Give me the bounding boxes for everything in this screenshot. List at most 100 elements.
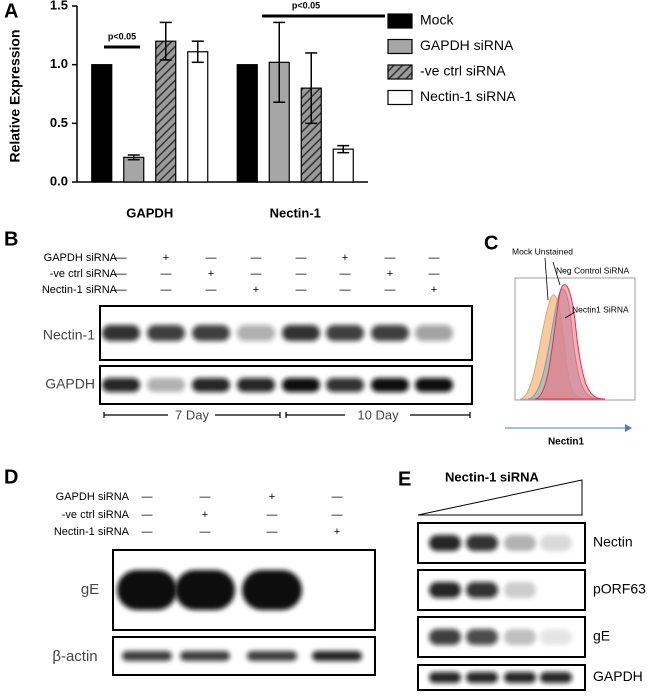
treatment-mark: — (296, 268, 307, 280)
treatment-mark: — (267, 509, 278, 521)
treatment-mark: — (385, 252, 396, 264)
treatment-label: Nectin-1 siRNA (54, 526, 130, 538)
treatment-mark: — (142, 491, 153, 503)
legend-label: GAPDH siRNA (420, 37, 514, 53)
band (371, 325, 409, 341)
treatment-mark: + (334, 526, 340, 538)
band (504, 535, 536, 551)
bar (155, 40, 177, 183)
legend-swatch (387, 38, 413, 55)
treatment-mark: — (296, 284, 307, 296)
treatment-label: -ve ctrl siRNA (62, 509, 130, 521)
panel-label: D (4, 466, 18, 488)
blot-label: pORF63 (593, 581, 646, 597)
blot-label: gE (81, 581, 99, 598)
bar (123, 156, 145, 183)
treatment-label: GAPDH siRNA (44, 252, 118, 264)
treatment-mark: — (161, 268, 172, 280)
x-tick-label: GAPDH (126, 205, 173, 220)
band (192, 378, 230, 392)
blot-label: β-actin (52, 648, 97, 665)
treatment-mark: + (253, 284, 259, 296)
band (466, 672, 498, 683)
band (247, 651, 297, 661)
band (371, 378, 409, 392)
treatment-mark: — (116, 268, 127, 280)
panel-label: A (4, 0, 18, 22)
timepoint-label: 7 Day (175, 407, 209, 422)
bar (91, 64, 113, 183)
bar (332, 148, 354, 183)
treatment-label: -ve ctrl siRNA (50, 268, 118, 280)
treatment-mark: — (206, 252, 217, 264)
treatment-mark: — (251, 252, 262, 264)
legend-label: Mock (420, 12, 454, 28)
band (466, 629, 498, 645)
y-tick-label: 0.0 (50, 173, 68, 188)
treatment-mark: — (142, 526, 153, 538)
error-bar (305, 52, 318, 125)
band (415, 325, 453, 341)
y-tick-label: 1.5 (50, 0, 68, 12)
x-tick-label: Nectin-1 (270, 205, 321, 220)
treatment-mark: + (208, 268, 214, 280)
bar (236, 64, 258, 183)
x-axis-label: Nectin1 (548, 437, 585, 448)
panel-title: Nectin-1 siRNA (445, 469, 540, 484)
blot-label: Nectin-1 (43, 327, 95, 343)
flow-plot (505, 257, 636, 432)
error-bar (159, 21, 172, 61)
band (237, 325, 275, 341)
error-bar (191, 40, 204, 64)
band (429, 582, 461, 598)
band (147, 325, 185, 341)
band (466, 535, 498, 551)
treatment-label: Nectin-1 siRNA (42, 284, 118, 296)
y-tick-label: 0.5 (50, 115, 68, 130)
blot-label: GAPDH (593, 668, 643, 684)
treatment-mark: — (332, 491, 343, 503)
legend-label: Mock Unstained (512, 246, 573, 256)
treatment-mark: + (163, 252, 169, 264)
band (242, 570, 302, 610)
treatment-mark: — (116, 284, 127, 296)
treatment-mark: — (429, 268, 440, 280)
error-bar (337, 144, 350, 154)
treatment-mark: — (200, 526, 211, 538)
gradient-triangle (417, 479, 583, 516)
error-bar (127, 154, 140, 161)
band (175, 570, 235, 610)
band (504, 672, 536, 683)
band (147, 378, 185, 392)
timeline (103, 412, 471, 418)
treatment-mark: — (340, 284, 351, 296)
annotation: p<0.05 (108, 31, 136, 41)
legend-label: Nectin1 SiRNA (572, 304, 629, 314)
band (102, 378, 140, 392)
band (312, 651, 362, 661)
treatment-mark: — (429, 252, 440, 264)
band (429, 672, 461, 683)
treatment-mark: — (142, 509, 153, 521)
treatment-mark: — (200, 491, 211, 503)
legend-swatch (387, 64, 413, 80)
band (466, 582, 498, 598)
band (415, 378, 453, 392)
band (540, 629, 572, 645)
treatment-mark: + (269, 491, 275, 503)
band (540, 535, 572, 551)
y-tick-label: 1.0 (50, 56, 68, 71)
legend-label: -ve ctrl siRNA (420, 63, 506, 79)
band (282, 378, 320, 392)
band (192, 325, 230, 341)
legend-label: Nectin-1 siRNA (420, 88, 516, 104)
panel-label: C (484, 232, 498, 254)
treatment-mark: + (342, 252, 348, 264)
treatment-mark: + (431, 284, 437, 296)
band (504, 629, 536, 645)
band (429, 629, 461, 645)
band (504, 582, 536, 598)
band (117, 570, 177, 610)
error-bar (273, 21, 286, 103)
